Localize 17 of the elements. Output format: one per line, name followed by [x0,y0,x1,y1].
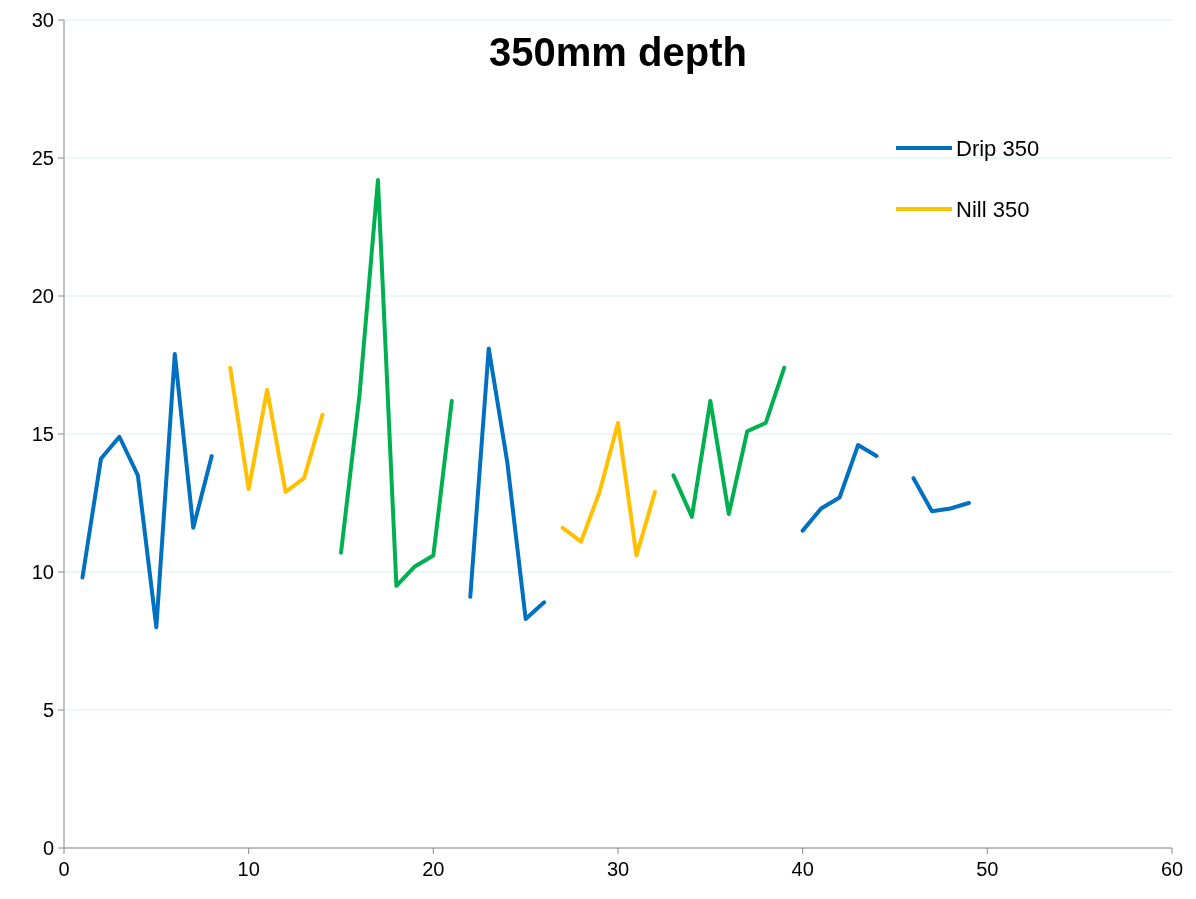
x-tick-label: 20 [422,858,445,880]
y-tick-label: 0 [42,837,54,859]
legend-label: Drip 350 [956,135,1040,161]
y-tick-label: 15 [31,423,54,445]
legend-label: Nill 350 [956,196,1030,222]
y-tick-label: 30 [31,9,54,31]
x-tick-label: 10 [237,858,260,880]
y-tick-label: 5 [42,699,54,721]
chart-title: 350mm depth [489,30,747,74]
y-tick-label: 20 [31,285,54,307]
x-tick-label: 60 [1160,858,1184,880]
x-tick-label: 50 [976,858,999,880]
x-tick-label: 40 [791,858,814,880]
x-tick-label: 0 [58,858,70,880]
x-tick-label: 30 [606,858,630,880]
y-tick-label: 10 [31,561,54,583]
y-tick-label: 25 [31,147,54,169]
